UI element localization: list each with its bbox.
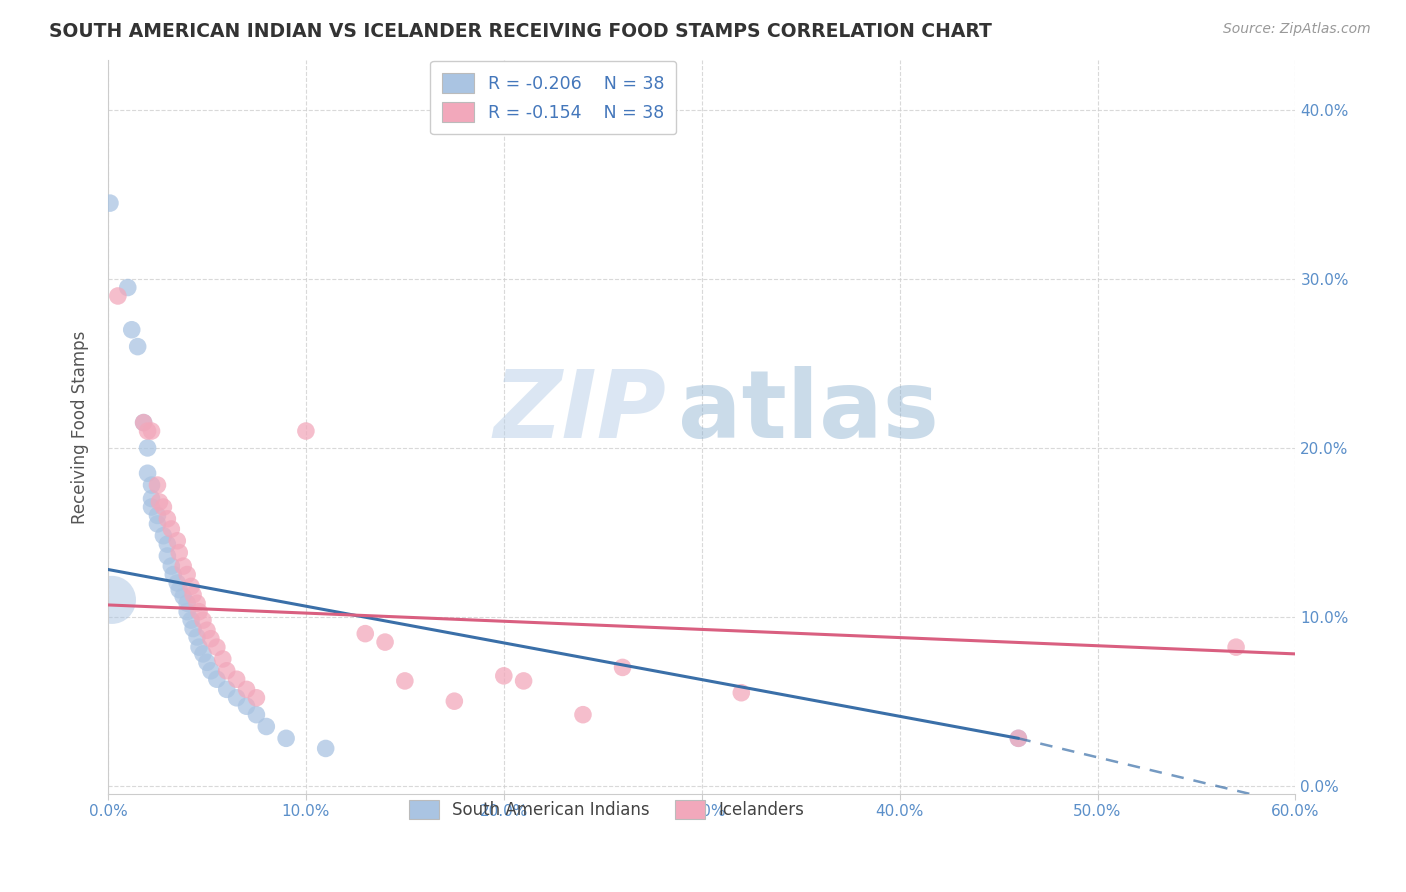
Point (180, 613, 202, 627)
Point (186, 596, 208, 610)
Point (156, 549, 179, 563)
Point (191, 613, 214, 627)
Point (443, 694, 465, 708)
Point (235, 699, 257, 714)
Point (612, 660, 634, 674)
Point (730, 686, 752, 700)
Point (181, 622, 204, 636)
Point (195, 656, 218, 670)
Point (215, 682, 238, 697)
Point (295, 424, 318, 438)
Point (315, 741, 337, 756)
Text: atlas: atlas (678, 366, 939, 458)
Point (141, 491, 163, 506)
Point (188, 640, 211, 655)
Y-axis label: Receiving Food Stamps: Receiving Food Stamps (72, 330, 89, 524)
Point (162, 567, 184, 582)
Point (146, 478, 169, 492)
Point (167, 582, 190, 597)
Point (205, 672, 228, 686)
Point (166, 533, 188, 548)
Legend: South American Indians, Icelanders: South American Indians, Icelanders (402, 794, 811, 826)
Point (107, 289, 129, 303)
Point (1007, 731, 1029, 746)
Point (492, 669, 515, 683)
Point (146, 508, 169, 523)
Point (117, 280, 139, 294)
Point (152, 529, 174, 543)
Point (141, 478, 163, 492)
Point (374, 635, 396, 649)
Point (225, 672, 247, 686)
Text: SOUTH AMERICAN INDIAN VS ICELANDER RECEIVING FOOD STAMPS CORRELATION CHART: SOUTH AMERICAN INDIAN VS ICELANDER RECEI… (49, 22, 993, 41)
Point (254, 719, 277, 733)
Point (235, 682, 257, 697)
Point (172, 559, 194, 574)
Point (176, 567, 198, 582)
Point (141, 424, 163, 438)
Point (394, 673, 416, 688)
Point (160, 522, 183, 536)
Point (146, 516, 169, 531)
Point (152, 500, 174, 514)
Point (188, 605, 211, 619)
Point (156, 537, 179, 551)
Point (136, 441, 159, 455)
Point (274, 731, 297, 746)
Point (1225, 640, 1247, 655)
Point (354, 626, 377, 640)
Point (167, 546, 190, 560)
Point (141, 500, 163, 514)
Point (205, 640, 228, 655)
Point (245, 690, 267, 705)
Point (200, 632, 222, 646)
Text: Source: ZipAtlas.com: Source: ZipAtlas.com (1223, 22, 1371, 37)
Point (132, 416, 155, 430)
Text: ZIP: ZIP (494, 366, 666, 458)
Point (195, 624, 218, 638)
Point (191, 647, 214, 661)
Point (1007, 731, 1029, 746)
Point (200, 664, 222, 678)
Point (215, 664, 238, 678)
Point (572, 707, 595, 722)
Point (136, 424, 159, 438)
Point (160, 559, 183, 574)
Point (98, 196, 121, 211)
Point (180, 579, 202, 593)
Point (211, 652, 233, 666)
Point (101, 593, 124, 607)
Point (121, 323, 143, 337)
Point (172, 590, 194, 604)
Point (156, 512, 179, 526)
Point (176, 605, 198, 619)
Point (136, 467, 159, 481)
Point (512, 673, 534, 688)
Point (132, 416, 155, 430)
Point (148, 495, 170, 509)
Point (186, 630, 208, 644)
Point (127, 340, 149, 354)
Point (176, 596, 198, 610)
Point (166, 576, 188, 591)
Point (181, 588, 204, 602)
Point (245, 707, 267, 722)
Point (225, 690, 247, 705)
